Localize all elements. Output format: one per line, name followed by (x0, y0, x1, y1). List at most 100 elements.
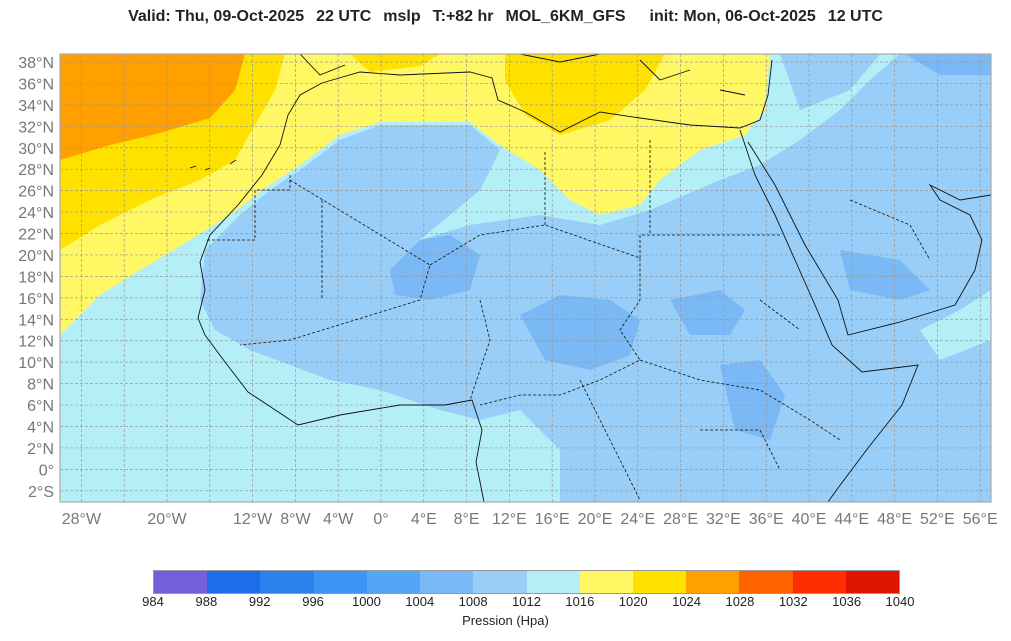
valid-time: Valid: Thu, 09-Oct-2025 (128, 8, 305, 25)
latitude-label: 4°N (27, 419, 54, 436)
field-1004-1008 (390, 235, 480, 300)
longitude-label: 20°W (147, 511, 187, 528)
longitude-label: 28°W (62, 511, 102, 528)
field-1020-1024 (350, 54, 440, 72)
latitude-label: 30°N (18, 141, 54, 158)
colorbar-tick-label: 1028 (725, 594, 755, 609)
country-borders (205, 140, 931, 501)
longitude-label: 16°E (535, 511, 570, 528)
latitude-label: 16°N (18, 291, 54, 308)
latitude-label: 18°N (18, 269, 54, 286)
longitude-label: 20°E (578, 511, 613, 528)
colorbar-swatch (739, 571, 793, 593)
colorbar-swatch (632, 571, 687, 593)
field-1004-1008 (670, 290, 745, 335)
coastlines (189, 54, 991, 502)
longitude-label: 0° (373, 511, 388, 528)
colorbar-swatch (420, 571, 474, 593)
colorbar-swatch (792, 571, 846, 593)
latitude-label: 0° (39, 462, 54, 479)
colorbar-tick-label: 1020 (618, 594, 648, 609)
model-name: MOL_6KM_GFS (505, 8, 626, 25)
colorbar-tick-label: 996 (302, 594, 324, 609)
longitude-label: 52°E (920, 511, 955, 528)
longitude-label: 28°E (663, 511, 698, 528)
colorbar-swatch (845, 571, 900, 593)
field-1024-1028 (60, 54, 245, 160)
field-1004-1008 (840, 250, 930, 300)
longitude-label: 56°E (963, 511, 998, 528)
longitude-label: 48°E (877, 511, 912, 528)
canary-islands (189, 159, 237, 171)
pressure-map: 38°N 36°N 34°N 32°N 30°N 28°N 26°N 24°N 22°N 20°N… (18, 53, 998, 528)
colorbar-swatch (526, 571, 580, 593)
init-time: init: Mon, 06-Oct-2025 (649, 8, 816, 25)
map-frame (59, 53, 992, 503)
colorbar-swatch (260, 571, 314, 593)
field-name: mslp (383, 8, 421, 25)
colorbar-label: Pression (Hpa) (462, 613, 549, 628)
colorbar-tick-label: 1000 (351, 594, 381, 609)
border (429, 224, 641, 406)
colorbar-tick-label: 1012 (512, 594, 541, 609)
field-1004-1008 (905, 54, 991, 75)
field-1008-1012 (200, 54, 991, 502)
longitude-label: 4°W (323, 511, 354, 528)
latitude-label: 28°N (18, 162, 54, 179)
longitude-label: 12°E (492, 511, 527, 528)
coastline-arabia (747, 141, 991, 336)
colorbar-swatch (366, 571, 421, 593)
latitude-label: 26°N (18, 184, 54, 201)
coastline-mediterranean (321, 59, 773, 133)
coastline-europe (299, 54, 746, 96)
field-1004-1008 (520, 295, 640, 370)
coastline-red-sea (739, 129, 919, 502)
longitude-label: 32°E (706, 511, 741, 528)
colorbar (153, 570, 900, 594)
latitude-label: 8°N (27, 377, 54, 394)
longitude-label: 24°E (620, 511, 655, 528)
longitude-label: 36°E (749, 511, 784, 528)
colorbar-swatch (313, 571, 367, 593)
colorbar-tick-label: 1032 (778, 594, 808, 609)
latitude-label: 2°N (27, 441, 54, 458)
latitude-label: 22°N (18, 227, 54, 244)
latitude-label: 38°N (18, 55, 54, 72)
init-hour: 12 UTC (827, 8, 883, 25)
latitude-label: 2°S (28, 484, 54, 501)
longitude-label: 8°W (280, 511, 311, 528)
colorbar-tick-label: 1024 (672, 594, 702, 609)
colorbar-tick-label: 1004 (405, 594, 435, 609)
colorbar-ticks: 984 988 992 996 1000 1004 1008 1012 1016 1020 1024… (142, 594, 914, 610)
colorbar-swatch (686, 571, 740, 593)
coastline-africa (197, 82, 485, 502)
colorbar-tick-label: 1036 (832, 594, 862, 609)
pressure-fields (60, 54, 991, 502)
field-1020-1024 (505, 54, 665, 135)
lead-time: T:+82 hr (432, 8, 494, 25)
field-1004-1008 (720, 360, 785, 440)
colorbar-swatch (579, 571, 633, 593)
colorbar-tick-label: 984 (142, 594, 164, 609)
longitude-label: 44°E (834, 511, 869, 528)
colorbar-swatch (154, 571, 208, 593)
latitude-label: 20°N (18, 248, 54, 265)
valid-hour: 22 UTC (316, 8, 372, 25)
longitude-label: 12°W (233, 511, 273, 528)
colorbar-tick-label: 988 (195, 594, 218, 609)
longitude-labels: 28°W 20°W 12°W 8°W 4°W 0° 4°E 8°E 12°E 16°E 20°E 24… (62, 511, 998, 528)
colorbar-tick-label: 1040 (885, 594, 915, 609)
latitude-label: 12°N (18, 334, 54, 351)
longitude-label: 4°E (411, 511, 437, 528)
longitude-label: 8°E (454, 511, 480, 528)
latitude-label: 24°N (18, 205, 54, 222)
latitude-label: 32°N (18, 119, 54, 136)
latitude-label: 10°N (18, 355, 54, 372)
map-title: Valid: Thu, 09-Oct-2025 22 UTC mslp T:+82 h… (0, 8, 1011, 26)
latitude-label: 6°N (27, 398, 54, 415)
graticule (60, 54, 991, 502)
colorbar-tick-label: 992 (248, 594, 271, 609)
colorbar-swatch (207, 571, 261, 593)
border (544, 140, 841, 441)
border (321, 199, 931, 501)
